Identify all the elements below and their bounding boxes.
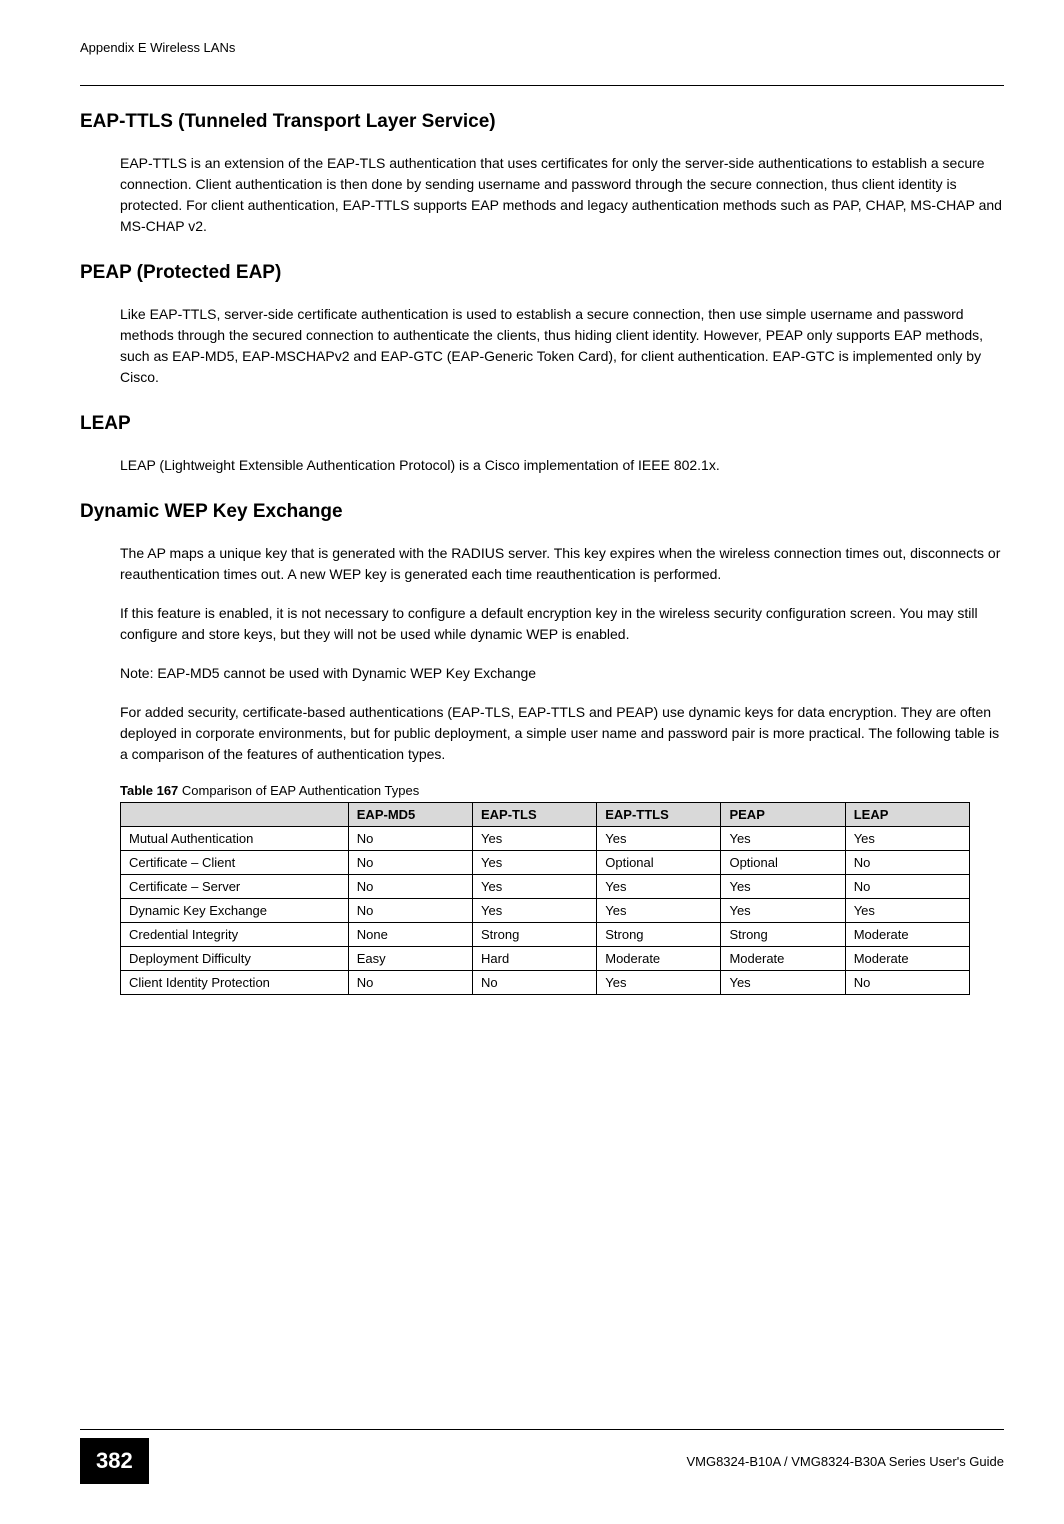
table-cell: Client Identity Protection <box>121 971 349 995</box>
table-caption-label: Table 167 <box>120 783 178 798</box>
body-dynamic-wep-3: For added security, certificate-based au… <box>120 702 1004 765</box>
note-dynamic-wep: Note: EAP-MD5 cannot be used with Dynami… <box>120 663 1004 684</box>
section-title-eap-ttls: EAP-TTLS (Tunneled Transport Layer Servi… <box>80 111 1004 133</box>
section-title-peap: PEAP (Protected EAP) <box>80 262 1004 284</box>
table-cell: No <box>348 851 472 875</box>
footer-divider <box>80 1429 1004 1430</box>
table-cell: Yes <box>845 899 969 923</box>
table-cell: Moderate <box>845 923 969 947</box>
table-cell: Strong <box>721 923 845 947</box>
table-row: Certificate – Server No Yes Yes Yes No <box>121 875 970 899</box>
section-title-leap: LEAP <box>80 413 1004 435</box>
table-cell: Yes <box>721 827 845 851</box>
table-row: Mutual Authentication No Yes Yes Yes Yes <box>121 827 970 851</box>
table-cell: Yes <box>473 827 597 851</box>
table-cell: Yes <box>597 971 721 995</box>
table-cell: No <box>845 971 969 995</box>
table-cell: Certificate – Server <box>121 875 349 899</box>
table-cell: Yes <box>473 899 597 923</box>
page-number: 382 <box>80 1438 149 1484</box>
table-row: Credential Integrity None Strong Strong … <box>121 923 970 947</box>
table-cell: Yes <box>597 875 721 899</box>
table-caption-text: Comparison of EAP Authentication Types <box>182 783 419 798</box>
body-leap: LEAP (Lightweight Extensible Authenticat… <box>120 455 1004 476</box>
body-dynamic-wep-2: If this feature is enabled, it is not ne… <box>120 603 1004 645</box>
table-cell: Hard <box>473 947 597 971</box>
table-cell: Yes <box>473 875 597 899</box>
header-appendix-title: Appendix E Wireless LANs <box>80 40 1004 55</box>
table-cell: Yes <box>721 971 845 995</box>
table-cell: Certificate – Client <box>121 851 349 875</box>
table-cell: Deployment Difficulty <box>121 947 349 971</box>
table-header-leap: LEAP <box>845 803 969 827</box>
table-row: Deployment Difficulty Easy Hard Moderate… <box>121 947 970 971</box>
table-row: Client Identity Protection No No Yes Yes… <box>121 971 970 995</box>
table-cell: Yes <box>721 875 845 899</box>
eap-comparison-table: EAP-MD5 EAP-TLS EAP-TTLS PEAP LEAP Mutua… <box>120 802 970 995</box>
table-cell: Optional <box>597 851 721 875</box>
table-cell: Strong <box>597 923 721 947</box>
table-cell: Moderate <box>597 947 721 971</box>
table-header-eap-tls: EAP-TLS <box>473 803 597 827</box>
table-cell: Yes <box>473 851 597 875</box>
section-title-dynamic-wep: Dynamic WEP Key Exchange <box>80 501 1004 523</box>
table-cell: Yes <box>721 899 845 923</box>
table-cell: No <box>348 875 472 899</box>
table-row: Dynamic Key Exchange No Yes Yes Yes Yes <box>121 899 970 923</box>
table-cell: No <box>473 971 597 995</box>
table-cell: Easy <box>348 947 472 971</box>
footer-guide-text: VMG8324-B10A / VMG8324-B30A Series User'… <box>686 1454 1004 1469</box>
table-row: Certificate – Client No Yes Optional Opt… <box>121 851 970 875</box>
table-cell: Yes <box>597 899 721 923</box>
body-dynamic-wep-1: The AP maps a unique key that is generat… <box>120 543 1004 585</box>
body-eap-ttls: EAP-TTLS is an extension of the EAP-TLS … <box>120 153 1004 237</box>
table-cell: Credential Integrity <box>121 923 349 947</box>
table-cell: No <box>845 851 969 875</box>
table-cell: Yes <box>597 827 721 851</box>
table-cell: None <box>348 923 472 947</box>
header-divider <box>80 85 1004 86</box>
table-cell: Moderate <box>721 947 845 971</box>
table-cell: Moderate <box>845 947 969 971</box>
table-cell: Yes <box>845 827 969 851</box>
table-cell: Optional <box>721 851 845 875</box>
table-cell: No <box>348 899 472 923</box>
footer: 382 VMG8324-B10A / VMG8324-B30A Series U… <box>0 1429 1064 1484</box>
table-cell: No <box>348 971 472 995</box>
table-cell: No <box>845 875 969 899</box>
table-cell: No <box>348 827 472 851</box>
table-header-peap: PEAP <box>721 803 845 827</box>
body-peap: Like EAP-TTLS, server-side certificate a… <box>120 304 1004 388</box>
table-header-empty <box>121 803 349 827</box>
table-cell: Mutual Authentication <box>121 827 349 851</box>
table-cell: Strong <box>473 923 597 947</box>
table-header-eap-ttls: EAP-TTLS <box>597 803 721 827</box>
table-header-eap-md5: EAP-MD5 <box>348 803 472 827</box>
table-header-row: EAP-MD5 EAP-TLS EAP-TTLS PEAP LEAP <box>121 803 970 827</box>
footer-content: 382 VMG8324-B10A / VMG8324-B30A Series U… <box>80 1438 1004 1484</box>
table-caption: Table 167 Comparison of EAP Authenticati… <box>120 783 1004 798</box>
table-cell: Dynamic Key Exchange <box>121 899 349 923</box>
